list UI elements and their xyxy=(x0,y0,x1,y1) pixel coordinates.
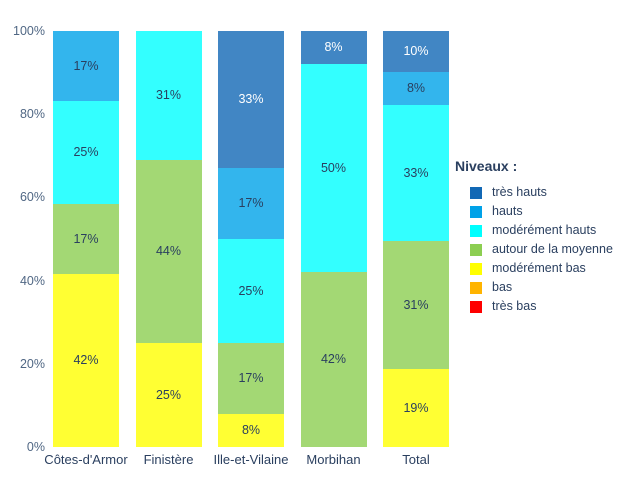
legend-color-swatch-icon xyxy=(470,186,482,199)
legend: Niveaux : très hauts hauts modérément haut… xyxy=(455,158,635,316)
bar-segment-value-label: 17% xyxy=(238,371,264,386)
legend-item-mod-r-ment-bas[interactable]: modérément bas xyxy=(455,259,635,278)
bar-segment-mod-r-ment-hauts[interactable]: 33% xyxy=(383,105,449,242)
bar-segment-value-label: 8% xyxy=(241,423,261,438)
bar-segment-tr-s-hauts[interactable]: 8% xyxy=(300,31,367,65)
bar-segment-mod-r-ment-bas[interactable]: 19% xyxy=(383,368,449,447)
y-axis-tick-label: 100% xyxy=(13,23,45,38)
bar-ille-et-vilaine: 33% 17% 25% 17% 8% xyxy=(218,31,284,447)
legend-item-bas[interactable]: bas xyxy=(455,278,635,297)
y-axis-tick-label: 0% xyxy=(26,439,45,454)
bar-segment-autour-de-la-moyenne[interactable]: 17% xyxy=(218,343,284,414)
x-axis-label-c-tes-d-armor: Côtes-d'Armor xyxy=(44,452,128,467)
bar-segment-tr-s-hauts[interactable]: 33% xyxy=(218,31,284,169)
legend-item-tr-s-bas[interactable]: très bas xyxy=(455,297,635,316)
bar-segment-mod-r-ment-bas[interactable]: 42% xyxy=(53,274,119,447)
bar-segment-value-label: 31% xyxy=(155,88,182,103)
plot-area: 17% 25% 17% 42% 31% 44% 25% 33% 17% 25% 17% 8% 8% 50%… xyxy=(53,31,449,447)
bar-segment-value-label: 8% xyxy=(324,40,343,55)
x-axis-label-ille-et-vilaine: Ille-et-Vilaine xyxy=(213,452,289,467)
bar-c-tes-d-armor: 17% 25% 17% 42% xyxy=(53,31,119,447)
bar-segment-autour-de-la-moyenne[interactable]: 42% xyxy=(300,272,367,447)
bar-segment-value-label: 31% xyxy=(403,297,429,312)
legend-item-label: hauts xyxy=(492,204,523,219)
y-axis-tick-label: 20% xyxy=(19,356,45,371)
legend-item-tr-s-hauts[interactable]: très hauts xyxy=(455,183,635,202)
legend-color-swatch-icon xyxy=(470,243,482,256)
bar-segment-value-label: 50% xyxy=(320,161,347,176)
legend-item-label: bas xyxy=(492,280,513,295)
legend-color-swatch-icon xyxy=(470,224,482,237)
legend-color-swatch-icon xyxy=(470,205,482,218)
legend-color-swatch-icon xyxy=(470,300,482,313)
bar-segment-value-label: 42% xyxy=(73,353,99,368)
bar-segment-value-label: 25% xyxy=(73,145,99,160)
bar-segment-autour-de-la-moyenne[interactable]: 44% xyxy=(135,159,202,343)
bar-morbihan: 8% 50% 42% xyxy=(300,31,367,447)
bar-segment-value-label: 42% xyxy=(320,352,347,367)
bar-segment-value-label: 25% xyxy=(238,283,264,298)
y-axis-tick-label: 40% xyxy=(19,273,45,288)
bar-segment-value-label: 33% xyxy=(403,165,429,180)
bar-segment-hauts[interactable]: 17% xyxy=(53,31,119,102)
bar-segment-value-label: 33% xyxy=(238,92,264,107)
legend-items: très hauts hauts modérément hauts autour de… xyxy=(455,183,635,316)
legend-item-label: modérément bas xyxy=(492,261,586,276)
bar-segment-mod-r-ment-bas[interactable]: 25% xyxy=(135,343,202,447)
x-axis-label-finist-re: Finistère xyxy=(143,452,194,467)
bar-segment-value-label: 10% xyxy=(403,44,429,59)
legend-item-label: très hauts xyxy=(492,185,547,200)
bar-segment-value-label: 25% xyxy=(155,387,182,402)
legend-item-label: très bas xyxy=(492,299,537,314)
legend-item-hauts[interactable]: hauts xyxy=(455,202,635,221)
bar-segment-tr-s-hauts[interactable]: 10% xyxy=(383,31,449,73)
bar-segment-autour-de-la-moyenne[interactable]: 31% xyxy=(383,241,449,369)
legend-color-swatch-icon xyxy=(470,281,482,294)
bar-segment-value-label: 17% xyxy=(73,231,99,246)
bar-segment-value-label: 19% xyxy=(403,400,429,415)
bar-segment-autour-de-la-moyenne[interactable]: 17% xyxy=(53,203,119,274)
legend-item-label: modérément hauts xyxy=(492,223,597,238)
bar-segment-value-label: 44% xyxy=(155,244,182,259)
legend-item-autour-de-la-moyenne[interactable]: autour de la moyenne xyxy=(455,240,635,259)
x-axis-label-morbihan: Morbihan xyxy=(306,452,361,467)
bar-segment-value-label: 17% xyxy=(73,58,99,73)
bar-segment-mod-r-ment-hauts[interactable]: 50% xyxy=(300,64,367,273)
x-axis-label-total: Total xyxy=(402,452,430,467)
bar-segment-mod-r-ment-hauts[interactable]: 25% xyxy=(53,101,119,204)
bar-segment-mod-r-ment-hauts[interactable]: 25% xyxy=(218,239,284,343)
bar-segment-value-label: 8% xyxy=(406,81,426,96)
bar-finist-re: 31% 44% 25% xyxy=(135,31,202,447)
legend-color-swatch-icon xyxy=(470,262,482,275)
legend-title: Niveaux : xyxy=(455,158,518,174)
bar-segment-hauts[interactable]: 8% xyxy=(383,72,449,106)
bar-total: 10% 8% 33% 31% 19% xyxy=(383,31,449,447)
bar-segment-mod-r-ment-hauts[interactable]: 31% xyxy=(135,31,202,160)
y-axis-tick-label: 60% xyxy=(19,190,45,205)
legend-item-mod-r-ment-hauts[interactable]: modérément hauts xyxy=(455,221,635,240)
bar-segment-mod-r-ment-bas[interactable]: 8% xyxy=(218,413,284,447)
bar-segment-value-label: 17% xyxy=(238,196,264,211)
y-axis-tick-label: 80% xyxy=(19,106,45,121)
bar-segment-hauts[interactable]: 17% xyxy=(218,168,284,239)
legend-item-label: autour de la moyenne xyxy=(492,242,613,257)
